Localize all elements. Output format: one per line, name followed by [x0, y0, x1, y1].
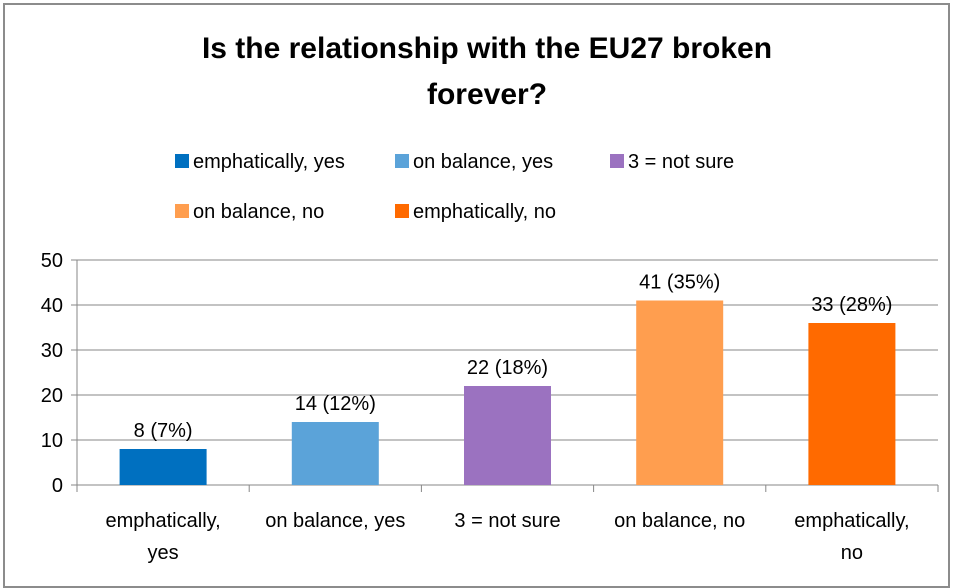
- legend-swatch: [175, 154, 189, 168]
- bar: [119, 449, 207, 485]
- chart-frame: [3, 3, 950, 588]
- x-category-label: yes: [148, 542, 179, 564]
- bar: [808, 323, 896, 485]
- bar: [464, 386, 551, 485]
- y-tick-label: 20: [41, 385, 63, 407]
- chart-title-line: Is the relationship with the EU27 broken: [202, 32, 772, 65]
- legend-label: 3 = not sure: [628, 151, 734, 173]
- x-category-label: emphatically,: [794, 510, 909, 532]
- legend-label: emphatically, yes: [193, 151, 345, 173]
- legend-swatch: [610, 154, 624, 168]
- y-tick-label: 40: [41, 295, 63, 317]
- x-category-label: emphatically,: [105, 510, 220, 532]
- y-tick-label: 10: [41, 430, 63, 452]
- legend-swatch: [395, 204, 409, 218]
- legend-label: on balance, no: [193, 201, 324, 223]
- data-label: 8 (7%): [134, 420, 193, 442]
- y-tick-label: 30: [41, 340, 63, 362]
- x-category-label: on balance, yes: [265, 510, 405, 532]
- chart-title-line: forever?: [427, 78, 547, 111]
- legend-label: emphatically, no: [413, 201, 556, 223]
- bar: [291, 422, 379, 485]
- legend-swatch: [395, 154, 409, 168]
- x-category-label: no: [841, 542, 863, 564]
- legend-label: on balance, yes: [413, 151, 553, 173]
- data-label: 14 (12%): [295, 393, 376, 415]
- legend-swatch: [175, 204, 189, 218]
- data-label: 41 (35%): [639, 272, 720, 294]
- bar: [636, 300, 724, 485]
- y-tick-label: 50: [41, 250, 63, 272]
- data-label: 33 (28%): [811, 294, 892, 316]
- y-tick-label: 0: [52, 475, 63, 497]
- x-category-label: on balance, no: [614, 510, 745, 532]
- data-label: 22 (18%): [467, 357, 548, 379]
- x-category-label: 3 = not sure: [454, 510, 560, 532]
